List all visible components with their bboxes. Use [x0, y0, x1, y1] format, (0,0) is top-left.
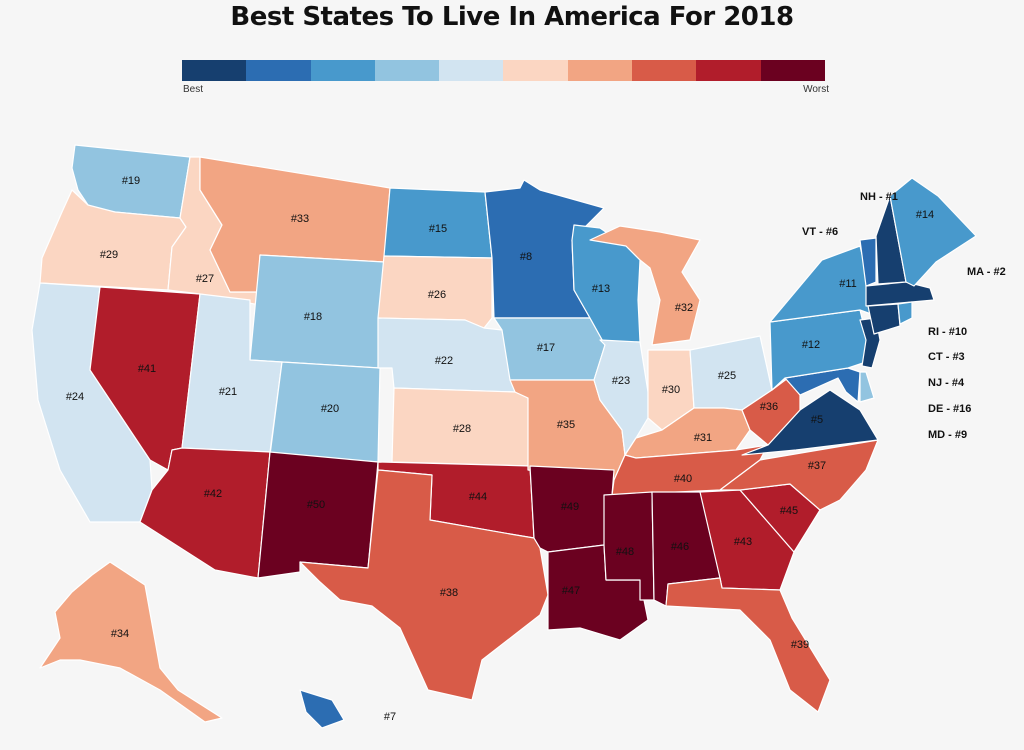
state-ct[interactable] — [867, 303, 901, 335]
state-rank-label-la: #47 — [562, 585, 580, 597]
state-rank-label-nd: #15 — [429, 223, 447, 235]
legend-swatch — [632, 60, 697, 81]
small-state-label: NH - #1 — [860, 191, 898, 203]
state-rank-label-wy: #18 — [304, 311, 322, 323]
state-rank-label-ne: #22 — [435, 355, 453, 367]
state-rank-label-nv: #41 — [138, 363, 156, 375]
legend-swatch — [310, 60, 375, 81]
state-rank-label-me: #14 — [916, 209, 934, 221]
legend-best-label: Best — [183, 84, 204, 95]
state-rank-label-il: #23 — [612, 375, 630, 387]
small-state-label: CT - #3 — [928, 351, 965, 363]
state-az[interactable] — [139, 447, 271, 579]
state-fl[interactable] — [665, 577, 831, 713]
legend-swatch — [182, 60, 247, 81]
small-state-label: MD - #9 — [928, 429, 967, 441]
state-rank-label-ms: #48 — [616, 546, 634, 558]
legend-swatch — [246, 60, 311, 81]
state-tx[interactable] — [299, 469, 549, 701]
state-rank-label-al: #46 — [671, 541, 689, 553]
state-vt[interactable] — [859, 237, 877, 287]
state-rank-label-ky: #31 — [694, 432, 712, 444]
state-rank-label-ga: #43 — [734, 536, 752, 548]
state-rank-label-fl: #39 — [791, 639, 809, 651]
state-rank-label-wa: #19 — [122, 175, 140, 187]
state-rank-label-ks: #28 — [453, 423, 471, 435]
legend-color-bar — [182, 60, 825, 81]
state-nc[interactable] — [719, 439, 879, 511]
state-rank-label-or: #29 — [100, 249, 118, 261]
state-rank-label-mo: #35 — [557, 419, 575, 431]
small-state-label: MA - #2 — [967, 266, 1006, 278]
state-rank-label-mn: #8 — [520, 251, 532, 263]
state-rank-label-ca: #24 — [66, 391, 84, 403]
state-hi[interactable] — [299, 689, 345, 729]
state-rank-label-id: #27 — [196, 273, 214, 285]
state-rank-label-ia: #17 — [537, 342, 555, 354]
legend-swatch — [503, 60, 568, 81]
page-title: Best States To Live In America For 2018 — [230, 2, 794, 32]
state-rank-label-pa: #12 — [802, 339, 820, 351]
state-mi[interactable] — [589, 225, 701, 346]
state-rank-label-tn: #40 — [674, 473, 692, 485]
small-state-label: VT - #6 — [802, 226, 838, 238]
small-state-label: RI - #10 — [928, 326, 967, 338]
legend-worst-label: Worst — [803, 84, 829, 95]
state-rank-label-nc: #37 — [808, 460, 826, 472]
state-rank-label-wv: #36 — [760, 401, 778, 413]
legend-swatch — [567, 60, 633, 81]
legend-swatch — [696, 60, 761, 81]
state-rank-label-hi: #7 — [384, 711, 396, 723]
state-rank-label-wi: #13 — [592, 283, 610, 295]
legend-swatch — [760, 60, 825, 81]
state-rank-label-ok: #44 — [469, 491, 487, 503]
state-rank-label-sd: #26 — [428, 289, 446, 301]
small-state-label: NJ - #4 — [928, 377, 965, 389]
state-rank-label-nm: #50 — [307, 499, 325, 511]
state-md[interactable] — [784, 367, 861, 403]
state-rank-label-tx: #38 — [440, 587, 458, 599]
state-rank-label-ar: #49 — [561, 501, 579, 513]
legend-labels: Best Worst — [182, 81, 829, 95]
state-rank-label-in: #30 — [662, 384, 680, 396]
state-rank-label-ny: #11 — [839, 278, 857, 290]
color-legend: Best Worst — [182, 60, 829, 95]
legend-swatch — [439, 60, 504, 81]
small-state-label: DE - #16 — [928, 403, 971, 415]
state-ak[interactable] — [39, 561, 223, 723]
state-ma[interactable] — [865, 281, 935, 307]
state-nm[interactable] — [257, 451, 379, 579]
legend-swatch — [374, 60, 440, 81]
state-rank-label-mt: #33 — [291, 213, 309, 225]
state-rank-label-va: #5 — [811, 414, 823, 426]
state-ri[interactable] — [897, 301, 913, 325]
state-rank-label-ak: #34 — [111, 628, 129, 640]
state-rank-label-co: #20 — [321, 403, 339, 415]
state-rank-label-mi: #32 — [675, 302, 693, 314]
state-rank-label-ut: #21 — [219, 386, 237, 398]
state-de[interactable] — [859, 371, 875, 403]
state-rank-label-az: #42 — [204, 488, 222, 500]
state-me[interactable] — [889, 177, 977, 287]
state-rank-label-sc: #45 — [780, 505, 798, 517]
state-rank-label-oh: #25 — [718, 370, 736, 382]
